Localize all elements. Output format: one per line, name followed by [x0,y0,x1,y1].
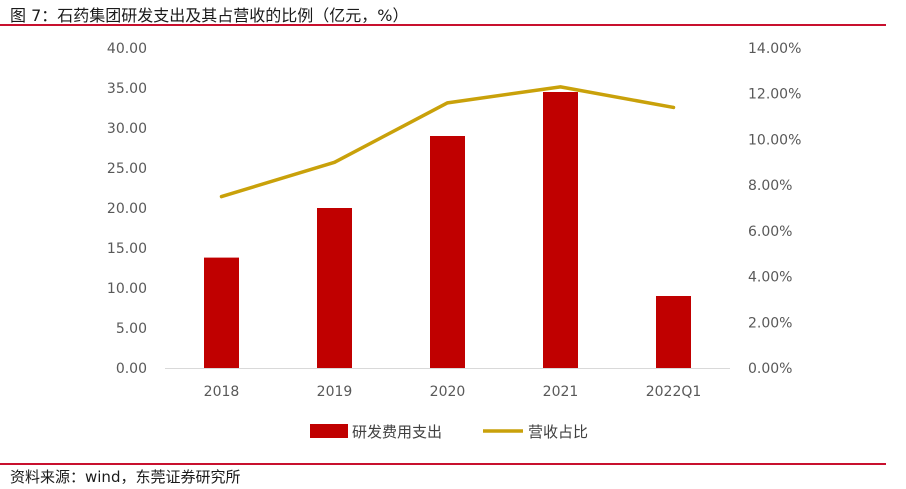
y-left-tick-label: 5.00 [116,321,147,337]
y-right-tick-label: 12.00% [748,87,801,103]
bar [430,136,465,368]
y-left-tick-label: 25.00 [107,161,147,177]
y-left-tick-label: 0.00 [116,361,147,377]
y-right-tick-label: 2.00% [748,315,792,331]
legend-line-label: 营收占比 [528,423,588,441]
y-left-tick-label: 30.00 [107,121,147,137]
line-point [672,105,675,109]
y-left-tick-label: 10.00 [107,281,147,297]
bottom-rule [0,463,886,465]
bar [543,92,578,368]
x-tick-label: 2022Q1 [646,384,702,400]
figure-title: 图 7：石药集团研发支出及其占营收的比例（亿元，%） [10,6,409,25]
y-right-tick-label: 4.00% [748,270,792,286]
line-point [446,101,449,105]
y-right-tick-label: 10.00% [748,132,801,148]
y-right-tick-label: 14.00% [748,41,801,57]
bar [204,257,239,368]
x-tick-label: 2021 [543,384,579,400]
y-right-tick-label: 0.00% [748,361,792,377]
bar [656,296,691,368]
x-tick-label: 2018 [204,384,240,400]
y-right-tick-label: 8.00% [748,178,792,194]
chart: 0.00 5.00 10.00 15.00 20.00 25.00 30.00 35.00 40… [107,41,801,441]
legend-bar-label: 研发费用支出 [352,423,442,441]
line-point [559,85,562,89]
x-tick-label: 2020 [430,384,466,400]
line-point [333,160,336,164]
top-rule [0,24,886,26]
source-note: 资料来源：wind，东莞证券研究所 [10,468,241,486]
y-left-tick-label: 20.00 [107,201,147,217]
x-tick-label: 2019 [317,384,353,400]
y-left-tick-label: 40.00 [107,41,147,57]
legend-bar-swatch [310,424,348,438]
y-right-tick-label: 6.00% [748,224,792,240]
line-point [220,195,223,199]
y-left-tick-label: 35.00 [107,81,147,97]
bar [317,208,352,368]
y-left-tick-label: 15.00 [107,241,147,257]
